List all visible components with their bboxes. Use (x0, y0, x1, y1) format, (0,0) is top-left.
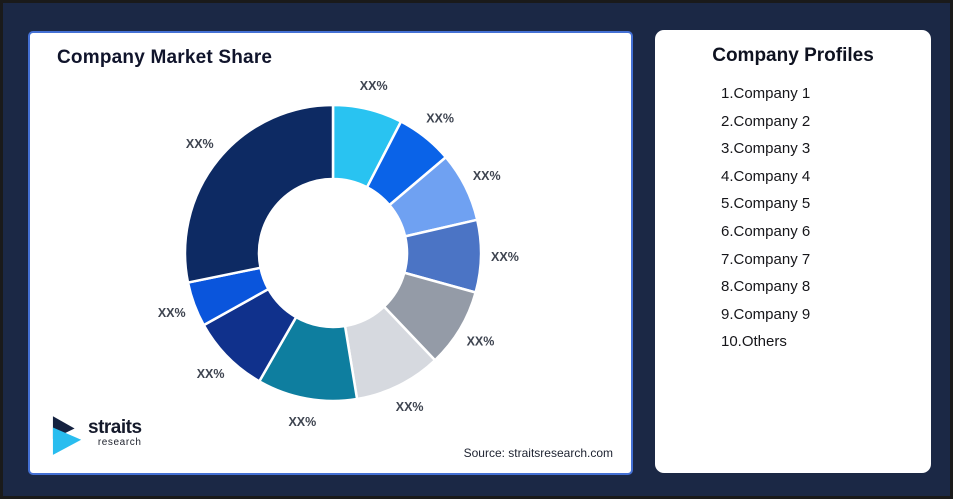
donut-slice-label-7: XX% (288, 415, 316, 429)
donut-slice-label-1: XX% (360, 79, 388, 93)
logo-text: straits research (88, 417, 142, 448)
profile-list-item: 5.Company 5 (721, 195, 811, 213)
market-share-donut-chart: XX% XX% XX% XX% XX% XX% XX% XX% XX% XX% (158, 79, 519, 429)
profile-list-item: 10.Others (721, 333, 787, 351)
profiles-title: Company Profiles (712, 45, 874, 66)
donut-slice-label-9: XX% (158, 306, 186, 320)
donut-slice-label-10: XX% (186, 137, 214, 151)
profile-list-item: 3.Company 3 (721, 140, 811, 158)
donut-slice-label-3: XX% (473, 169, 501, 183)
logo-subtitle: research (97, 437, 142, 448)
market-share-card: Company Market Share XX% XX% XX% XX% XX% XX% X… (28, 31, 633, 475)
profile-list-item: 8.Company 8 (721, 278, 811, 296)
profile-list-item: 2.Company 2 (721, 112, 811, 130)
donut-slice-label-2: XX% (426, 111, 454, 125)
logo-brand: straits (88, 417, 142, 438)
straits-research-logo: straits research (52, 416, 142, 456)
chart-title: Company Market Share (57, 47, 273, 68)
profile-list-item: 9.Company 9 (721, 305, 811, 323)
donut-slice-label-5: XX% (467, 334, 495, 348)
donut-slice-label-6: XX% (396, 400, 424, 414)
source-note: Source: straitsresearch.com (463, 446, 613, 460)
straits-logo-icon (52, 416, 82, 455)
profile-list-item: 1.Company 1 (721, 85, 811, 102)
donut-slice-label-8: XX% (197, 367, 225, 381)
profiles-list: 1.Company 1 2.Company 2 3.Company 3 4.Compa… (655, 80, 931, 356)
donut-slice-10 (183, 103, 335, 284)
profile-list-item: 7.Company 7 (721, 250, 811, 268)
profile-list-item: 4.Company 4 (721, 167, 811, 185)
profile-list-item: 6.Company 6 (721, 222, 811, 240)
company-profiles-card: Company Profiles 1.Company 1 2.Company 2 3… (655, 30, 931, 473)
donut-slice-label-4: XX% (491, 250, 519, 264)
